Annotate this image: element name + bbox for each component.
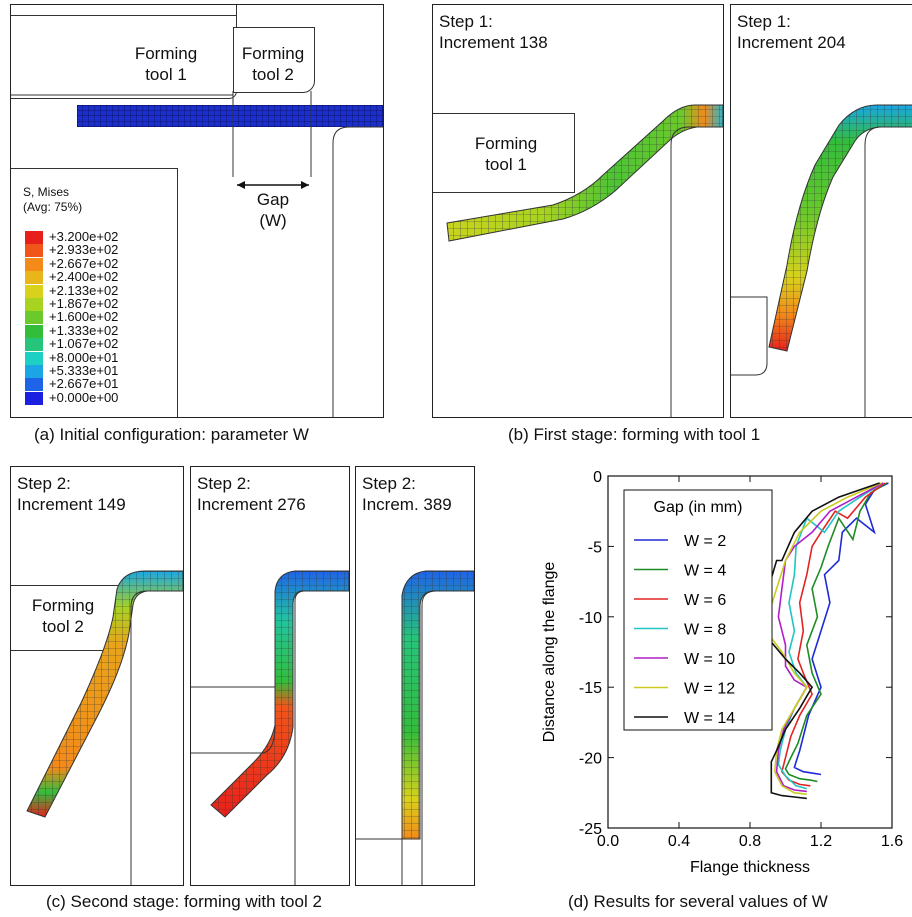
- legend-label: W = 10: [684, 651, 735, 668]
- colorbar-label: +2.667e+01: [49, 376, 119, 392]
- die-outline: [11, 91, 383, 417]
- colorbar-row: +1.067e+02: [25, 336, 175, 353]
- legend-label: W = 14: [684, 710, 735, 727]
- colorbar-swatch: [25, 311, 43, 326]
- stress-legend: S, Mises (Avg: 75%) +3.200e+02 +2.933e+02…: [11, 168, 178, 417]
- colorbar-row: +2.667e+01: [25, 376, 175, 393]
- caption-b: (b) First stage: forming with tool 1: [508, 425, 761, 444]
- colorbar: +3.200e+02 +2.933e+02 +2.667e+02 +2.400e+02…: [25, 229, 175, 411]
- y-tick-label: -15: [579, 680, 602, 697]
- colorbar-row: +0.000e+00: [25, 389, 175, 406]
- panel-b2-title: Step 1: Increment 204: [737, 12, 846, 52]
- forming-tool-1-box: [433, 113, 575, 193]
- legend-label: W = 12: [684, 681, 735, 698]
- panel-c-step2-inc389: Step 2: Increm. 389: [355, 466, 475, 886]
- colorbar-row: +2.667e+02: [25, 255, 175, 272]
- y-tick-label: -20: [579, 751, 602, 768]
- x-tick-label: 0.8: [739, 833, 761, 850]
- panel-c3-title: Step 2: Increm. 389: [362, 474, 452, 514]
- colorbar-swatch: [25, 351, 43, 366]
- colorbar-swatch: [25, 378, 43, 393]
- sheet-mesh: [77, 105, 383, 127]
- colorbar-swatch: [25, 324, 43, 339]
- y-tick-label: -10: [579, 610, 602, 627]
- deformed-mesh-c3: [356, 570, 474, 885]
- colorbar-label: +2.933e+02: [49, 242, 119, 258]
- x-tick-label: 1.2: [810, 833, 832, 850]
- colorbar-row: +2.400e+02: [25, 269, 175, 286]
- colorbar-label: +2.400e+02: [49, 269, 119, 285]
- colorbar-swatch: [25, 271, 43, 286]
- forming-tool-1-outline: [11, 15, 237, 99]
- y-tick-label: 0: [593, 469, 602, 486]
- colorbar-label: +3.200e+02: [49, 229, 119, 244]
- x-tick-label: 0.4: [668, 833, 690, 850]
- forming-tool-1-label-b: Forming tool 1: [474, 134, 538, 174]
- x-tick-label: 0.0: [597, 833, 619, 850]
- forming-tool-2-label: Forming tool 2: [241, 44, 305, 84]
- colorbar-label: +1.867e+02: [49, 296, 119, 311]
- series-line: [781, 482, 886, 787]
- panel-c-step2-inc149: Step 2: Increment 149 Forming tool 2: [10, 466, 184, 886]
- deformed-mesh-b1: [446, 104, 723, 417]
- forming-tool-1-label: Forming tool 1: [134, 44, 198, 84]
- colorbar-swatch: [25, 231, 43, 245]
- colorbar-row: +1.600e+02: [25, 309, 175, 326]
- colorbar-swatch: [25, 298, 43, 312]
- panel-c2-title: Step 2: Increment 276: [197, 474, 306, 514]
- colorbar-label: +8.000e+01: [49, 349, 119, 365]
- series-line: [763, 482, 880, 800]
- caption-c: (c) Second stage: forming with tool 2: [46, 892, 322, 911]
- deformed-mesh-c2: [191, 570, 349, 885]
- legend-title: S, Mises (Avg: 75%): [23, 185, 83, 214]
- thickness-chart: 0.0 0.4 0.8 1.2 1.6 0 -5 -10 -15 -20 -25 Flange thi…: [541, 469, 903, 876]
- series-line: [784, 482, 888, 783]
- colorbar-swatch: [25, 365, 43, 379]
- colorbar-swatch: [25, 391, 43, 406]
- panel-c-step2-inc276: Step 2: Increment 276: [190, 466, 350, 886]
- colorbar-label: +1.600e+02: [49, 309, 119, 325]
- colorbar-label: +2.133e+02: [49, 282, 119, 298]
- series-line: [793, 482, 889, 776]
- legend-title: Gap (in mm): [654, 499, 743, 516]
- colorbar-swatch: [25, 257, 43, 272]
- panel-b-step1-inc138: Step 1: Increment 138 Forming tool 1: [432, 4, 724, 418]
- colorbar-label: +5.333e+01: [49, 363, 119, 378]
- legend-label: W = 2: [684, 533, 726, 550]
- y-tick-label: -25: [579, 821, 602, 838]
- colorbar-swatch: [25, 338, 43, 353]
- series-line: [775, 482, 884, 793]
- colorbar-label: +1.333e+02: [49, 322, 119, 338]
- colorbar-label: +0.000e+00: [49, 389, 119, 405]
- gap-label: Gap (W): [256, 190, 290, 230]
- panel-b-step1-inc204: Step 1: Increment 204: [730, 4, 912, 418]
- panel-b1-title: Step 1: Increment 138: [439, 12, 548, 52]
- colorbar-swatch: [25, 284, 43, 299]
- panel-a-initial-configuration: Forming tool 1 Forming tool 2 Gap (W) S,…: [10, 4, 384, 418]
- series-line: [777, 482, 884, 790]
- caption-d: (d) Results for several values of W: [568, 892, 828, 911]
- deformed-mesh-c1: [26, 570, 183, 885]
- colorbar-label: +1.067e+02: [49, 336, 119, 352]
- deformed-mesh-b2: [731, 104, 912, 417]
- legend-box: [623, 489, 773, 731]
- forming-tool-1-top-line: [11, 5, 237, 16]
- colorbar-swatch: [25, 244, 43, 259]
- legend-label: W = 4: [684, 563, 726, 580]
- panel-c1-title: Step 2: Increment 149: [17, 474, 126, 514]
- forming-tool-2-box: [11, 585, 121, 651]
- legend-label: W = 6: [684, 592, 726, 609]
- x-axis-label: Flange thickness: [690, 859, 810, 876]
- caption-a: (a) Initial configuration: parameter W: [34, 425, 309, 444]
- x-tick-label: 1.6: [881, 833, 903, 850]
- y-tick-label: -5: [588, 539, 602, 556]
- y-axis-label: Distance along the flange: [541, 562, 558, 743]
- colorbar-label: +2.667e+02: [49, 255, 119, 271]
- forming-tool-2-outline: [233, 27, 315, 93]
- forming-tool-2-label-c: Forming tool 2: [31, 596, 95, 636]
- legend-label: W = 8: [684, 622, 726, 639]
